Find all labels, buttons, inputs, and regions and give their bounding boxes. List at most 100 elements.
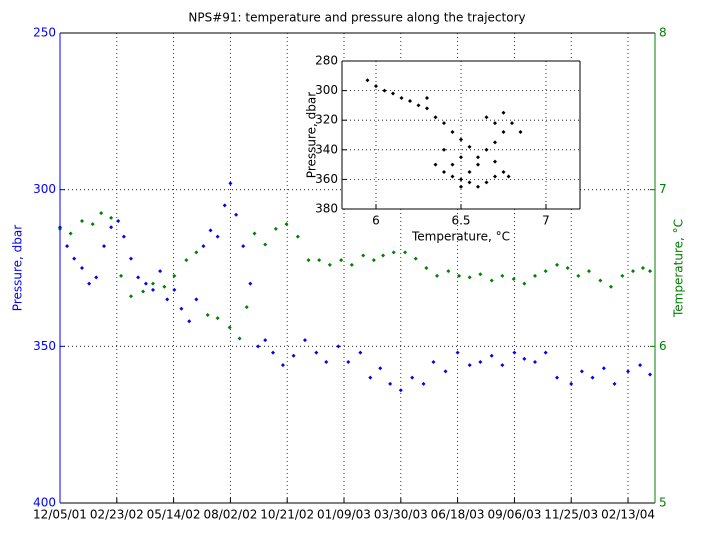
data-point	[416, 103, 421, 108]
x-tick-label: 12/05/01	[33, 508, 87, 522]
data-point	[459, 155, 463, 160]
data-point	[424, 266, 429, 270]
data-point	[459, 177, 463, 182]
data-point	[399, 96, 404, 100]
data-point	[244, 305, 249, 310]
data-point	[129, 256, 134, 261]
data-point	[378, 366, 383, 371]
data-point	[102, 244, 107, 249]
data-point	[630, 269, 635, 274]
data-point	[129, 294, 134, 299]
data-point	[459, 184, 463, 189]
data-point	[579, 369, 584, 374]
data-point	[590, 375, 595, 380]
data-point	[317, 258, 322, 263]
y-tick-label: 300	[315, 83, 338, 97]
data-point	[241, 244, 246, 249]
data-point	[227, 325, 232, 330]
data-point	[476, 162, 480, 167]
data-point	[425, 106, 429, 111]
data-point	[433, 115, 438, 120]
data-point	[291, 353, 296, 358]
y-tick-label: 400	[33, 496, 56, 510]
data-point	[476, 155, 480, 160]
y2-tick-label: 6	[659, 339, 667, 353]
y-tick-label: 340	[315, 142, 338, 156]
data-point	[493, 121, 497, 126]
data-point	[431, 360, 436, 364]
data-point	[336, 344, 341, 349]
data-point	[271, 350, 276, 355]
data-point	[410, 375, 415, 380]
data-point	[443, 369, 448, 374]
data-point	[172, 287, 177, 292]
data-point	[522, 281, 527, 286]
x-tick-label: 6	[372, 214, 380, 228]
data-point	[493, 159, 497, 164]
data-point	[194, 297, 199, 302]
y2-tick-label: 5	[659, 496, 667, 510]
data-point	[518, 130, 523, 135]
data-point	[442, 147, 446, 152]
data-point	[222, 203, 227, 208]
data-point	[450, 162, 455, 167]
data-point	[90, 222, 95, 227]
data-point	[455, 350, 460, 355]
data-point	[284, 222, 289, 227]
y2-tick-label: 7	[659, 182, 667, 196]
data-point	[248, 281, 253, 286]
data-point	[165, 297, 170, 302]
data-point	[358, 350, 363, 355]
data-point	[141, 289, 146, 294]
data-point	[201, 244, 206, 249]
data-point	[162, 284, 167, 289]
data-point	[94, 275, 99, 280]
y-tick-label: 250	[33, 26, 56, 40]
data-point	[569, 381, 574, 386]
y-tick-label: 300	[33, 182, 56, 196]
data-point	[467, 170, 472, 174]
data-point	[512, 350, 517, 355]
data-point	[510, 121, 514, 126]
data-point	[263, 242, 268, 247]
data-point	[361, 253, 366, 258]
data-point	[533, 360, 538, 364]
data-point	[489, 353, 494, 358]
data-point	[151, 287, 156, 292]
data-point	[408, 98, 412, 103]
x-tick-label: 01/09/03	[317, 508, 371, 522]
data-point	[109, 215, 114, 220]
data-point	[478, 272, 483, 277]
y-tick-label: 360	[315, 172, 338, 186]
data-point	[493, 140, 497, 145]
data-point	[506, 174, 511, 179]
data-point	[80, 266, 85, 270]
y-axis-label: Pressure, dbar	[305, 92, 319, 178]
data-point	[467, 180, 472, 185]
data-point	[187, 319, 192, 324]
data-point	[87, 281, 92, 286]
data-point	[620, 273, 625, 278]
data-point	[72, 256, 77, 261]
data-point	[273, 226, 278, 231]
data-point	[327, 262, 332, 267]
data-point	[446, 269, 451, 274]
data-point	[484, 180, 489, 185]
data-point	[467, 144, 472, 149]
data-point	[368, 375, 373, 380]
data-point	[626, 369, 631, 374]
x-tick-label: 05/14/02	[147, 508, 201, 522]
data-point	[489, 278, 494, 283]
x-tick-label: 09/06/03	[487, 508, 541, 522]
data-point	[99, 211, 104, 216]
data-point	[543, 269, 548, 274]
data-point	[467, 363, 472, 368]
data-point	[598, 278, 603, 283]
y-tick-label: 380	[315, 202, 338, 216]
data-point	[237, 336, 242, 341]
data-point	[501, 110, 506, 115]
data-point	[648, 372, 653, 377]
data-point	[450, 174, 455, 179]
data-point	[612, 381, 617, 386]
data-point	[555, 375, 560, 380]
